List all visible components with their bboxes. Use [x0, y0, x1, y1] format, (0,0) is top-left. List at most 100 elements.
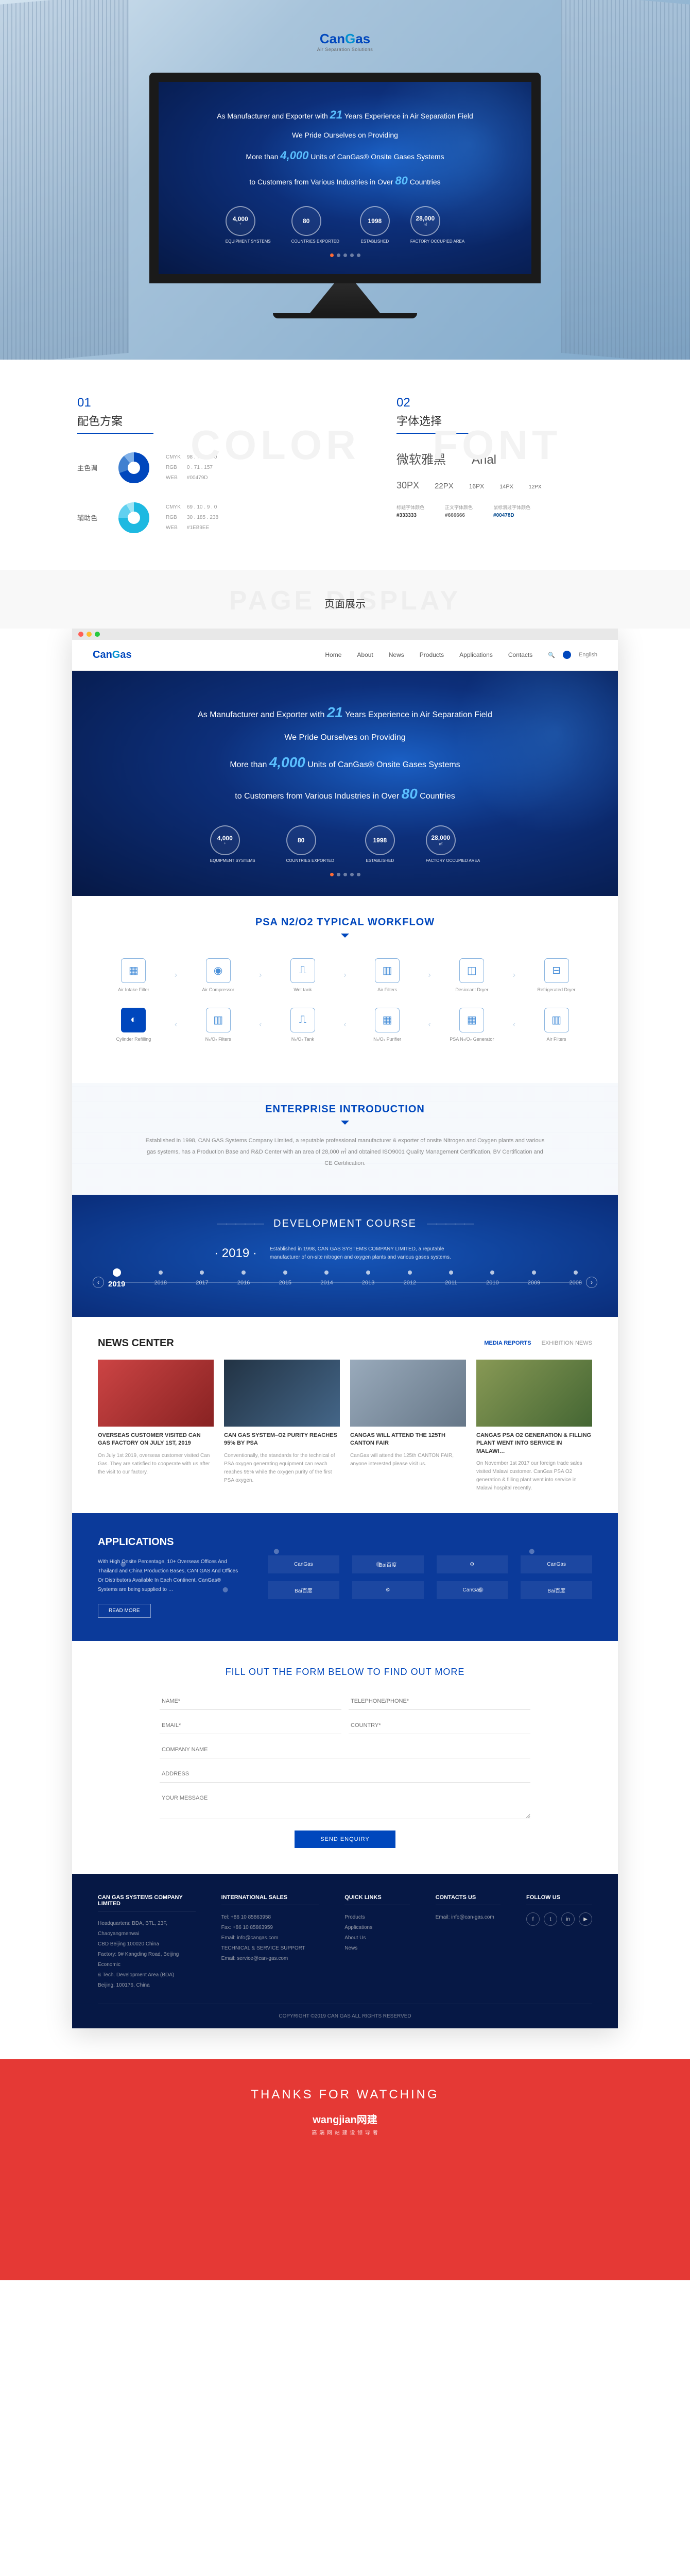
timeline-year[interactable]: 2019 — [108, 1280, 125, 1289]
workflow-step: ▥Air Filters — [352, 958, 423, 992]
font-size-sample: 14PX — [499, 484, 513, 490]
news-tab[interactable]: EXHIBITION NEWS — [542, 1340, 592, 1346]
hero-stats: 4,000+EQUIPMENT SYSTEMS80COUNTRIES EXPOR… — [171, 206, 519, 244]
news-title: NEWS CENTER — [98, 1337, 174, 1349]
news-card-text: On July 1st 2019, overseas customer visi… — [98, 1452, 214, 1477]
workflow-icon: ▦ — [459, 1008, 484, 1032]
news-tabs: MEDIA REPORTS EXHIBITION NEWS — [474, 1340, 592, 1346]
news-tab[interactable]: MEDIA REPORTS — [484, 1340, 531, 1346]
workflow-icon: ◫ — [459, 958, 484, 983]
form-input[interactable] — [160, 1741, 530, 1758]
partner-logo: Bai百度 — [352, 1555, 424, 1573]
workflow-icon: ⎍ — [290, 1008, 315, 1032]
arrow-icon: ‹ — [343, 1020, 346, 1029]
form-input[interactable] — [160, 1717, 341, 1734]
color-donut-aux — [118, 502, 149, 533]
globe-icon[interactable] — [563, 651, 571, 659]
footer-column: FOLLOW USftin▶ — [526, 1894, 592, 1991]
workflow-icon: ⎍ — [290, 958, 315, 983]
form-input[interactable] — [349, 1693, 530, 1710]
full-page-mockup: CanGas Home About News Products Applications… — [72, 629, 618, 2028]
arrow-icon: ‹ — [175, 1020, 177, 1029]
form-input[interactable] — [160, 1766, 530, 1783]
nav-item[interactable]: News — [389, 651, 404, 658]
timeline-prev[interactable]: ‹ — [93, 1277, 104, 1288]
workflow-icon: ⊟ — [544, 958, 569, 983]
timeline-year[interactable]: 2011 — [445, 1280, 457, 1289]
timeline-year[interactable]: 2014 — [320, 1280, 333, 1289]
timeline-year[interactable]: 2012 — [404, 1280, 416, 1289]
social-icon[interactable]: in — [561, 1912, 575, 1926]
arrow-icon: › — [428, 971, 431, 980]
timeline-year[interactable]: 2018 — [154, 1280, 167, 1289]
news-grid: OVERSEAS CUSTOMER VISITED CAN GAS FACTOR… — [98, 1360, 592, 1493]
logo: CanGas — [320, 31, 370, 47]
stat-item: 4,000+EQUIPMENT SYSTEMS — [226, 206, 271, 244]
timeline-year[interactable]: 2013 — [362, 1280, 374, 1289]
timeline-year[interactable]: 2015 — [279, 1280, 291, 1289]
workflow-step: ▥Air Filters — [521, 1008, 592, 1042]
workflow-icon: ▦ — [375, 1008, 400, 1032]
timeline-year[interactable]: 2008 — [569, 1280, 581, 1289]
news-card[interactable]: CAN GAS SYSTEM–O2 PURITY REACHES 95% BY … — [224, 1360, 340, 1493]
development-title: DEVELOPMENT COURSE — [98, 1218, 592, 1230]
applications-text: With High Onsite Percentage, 10+ Oversea… — [98, 1557, 242, 1595]
workflow-step: ⊟Refrigerated Dryer — [521, 958, 592, 992]
news-section: NEWS CENTER MEDIA REPORTS EXHIBITION NEWS… — [72, 1317, 618, 1513]
workflow-diagram: ▦Air Intake Filter›◉Air Compressor›⎍Wet … — [72, 948, 618, 1083]
news-card[interactable]: OVERSEAS CUSTOMER VISITED CAN GAS FACTOR… — [98, 1360, 214, 1493]
nav-item[interactable]: Products — [420, 651, 444, 658]
social-icon[interactable]: f — [526, 1912, 540, 1926]
partner-logo: ⚙ — [352, 1581, 424, 1599]
agency-tagline: 高 端 网 站 建 设 领 导 者 — [0, 2128, 690, 2136]
logo[interactable]: CanGas — [93, 649, 132, 661]
nav-item[interactable]: Home — [325, 651, 341, 658]
search-icon[interactable]: 🔍 — [548, 652, 555, 658]
carousel-dots[interactable] — [171, 251, 519, 259]
page-header: CanGas Home About News Products Applications… — [72, 640, 618, 671]
news-card[interactable]: CANGAS WILL ATTEND THE 125TH CANTON FAIR… — [350, 1360, 466, 1493]
read-more-button[interactable]: READ MORE — [98, 1604, 151, 1618]
social-icon[interactable]: ▶ — [579, 1912, 592, 1926]
applications-title: APPLICATIONS — [98, 1536, 242, 1548]
workflow-icon: ▥ — [544, 1008, 569, 1032]
form-input[interactable] — [160, 1693, 341, 1710]
stat-item: 80COUNTRIES EXPORTED — [286, 825, 334, 863]
lang-switcher[interactable]: 🔍English — [548, 651, 597, 659]
nav-item[interactable]: About — [357, 651, 373, 658]
timeline-year[interactable]: 2017 — [196, 1280, 208, 1289]
news-card-title: CANGAS WILL ATTEND THE 125TH CANTON FAIR — [350, 1432, 466, 1448]
timeline-year[interactable]: 2009 — [528, 1280, 540, 1289]
contact-form-section: FILL OUT THE FORM BELOW TO FIND OUT MORE… — [72, 1641, 618, 1874]
font-color-item: 标题字体颜色#333333 — [396, 504, 424, 518]
main-nav: Home About News Products Applications Contact… — [325, 651, 532, 658]
hero-stats: 4,000+EQUIPMENT SYSTEMS80COUNTRIES EXPOR… — [93, 825, 597, 863]
form-input[interactable] — [349, 1717, 530, 1734]
hero-section: CanGas Air Separation Solutions As Manuf… — [0, 0, 690, 360]
nav-item[interactable]: Applications — [459, 651, 493, 658]
footer-column: QUICK LINKSProductsApplicationsAbout UsN… — [344, 1894, 409, 1991]
message-field[interactable] — [160, 1790, 530, 1819]
timeline-year[interactable]: 2010 — [486, 1280, 498, 1289]
enterprise-text: Established in 1998, CAN GAS Systems Com… — [144, 1135, 546, 1169]
font-size-sample: 30PX — [396, 480, 419, 491]
news-card-title: CAN GAS SYSTEM–O2 PURITY REACHES 95% BY … — [224, 1432, 340, 1448]
news-card[interactable]: CANGAS PSA O2 GENERATION & FILLING PLANT… — [476, 1360, 592, 1493]
send-enquiry-button[interactable]: SEND ENQUIRY — [295, 1831, 395, 1848]
browser-chrome — [72, 629, 618, 640]
social-icon[interactable]: t — [544, 1912, 557, 1926]
dev-description: Established in 1998, CAN GAS SYSTEMS COM… — [270, 1245, 476, 1262]
news-card-text: Conventionally, the standards for the te… — [224, 1452, 340, 1485]
font-colors: 标题字体颜色#333333正文字体颜色#666666鼠标滑过字体颜色#00478… — [396, 504, 613, 518]
timeline-year[interactable]: 2016 — [237, 1280, 250, 1289]
arrow-icon: › — [343, 971, 346, 980]
workflow-step: ▦PSA N₂/O₂ Generator — [436, 1008, 508, 1042]
nav-item[interactable]: Contacts — [508, 651, 532, 658]
stat-item: 1998ESTABLISHED — [360, 206, 390, 244]
timeline-next[interactable]: › — [586, 1277, 597, 1288]
color-label: 主色调 — [77, 463, 103, 472]
timeline[interactable]: ‹ › 201920182017201620152014201320122011… — [98, 1280, 592, 1289]
form-title: FILL OUT THE FORM BELOW TO FIND OUT MORE — [98, 1667, 592, 1677]
color-label: 辅助色 — [77, 513, 103, 522]
carousel-dots[interactable] — [93, 871, 597, 878]
